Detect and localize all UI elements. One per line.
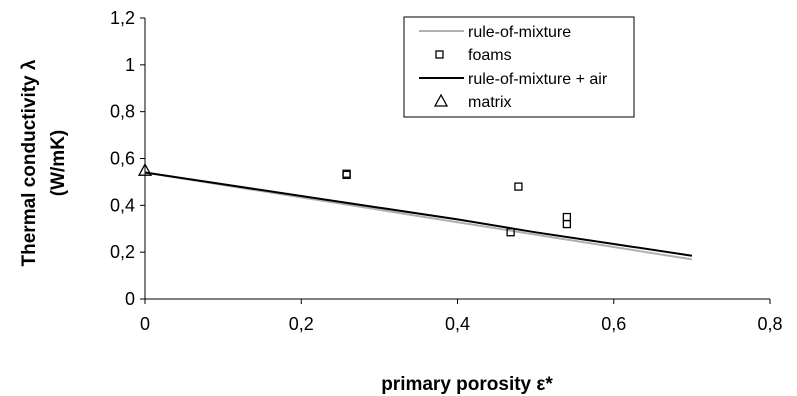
x-tick-label: 0,4 xyxy=(445,314,470,334)
y-axis-title-group: Thermal conductivity λ (W/mK) xyxy=(19,59,69,266)
axes xyxy=(140,17,771,304)
legend-swatch-matrix xyxy=(433,93,449,107)
y-tick-label: 1,2 xyxy=(110,8,135,28)
y-tick-label: 0,8 xyxy=(110,102,135,122)
legend-label-rule-of-mixture: rule-of-mixture xyxy=(468,24,571,41)
point-foams xyxy=(342,170,351,180)
y-tick-label: 0 xyxy=(125,289,135,309)
plot-area xyxy=(137,162,693,261)
legend-swatch-foams xyxy=(435,50,444,59)
y-tick-label: 0,4 xyxy=(110,195,135,215)
x-axis-title: primary porosity ε* xyxy=(381,374,553,395)
legend: rule-of-mixture foams rule-of-mixture + … xyxy=(403,16,635,118)
y-axis-title-line1: Thermal conductivity λ xyxy=(19,59,40,266)
series-line-rule-of-mixture-air xyxy=(144,171,693,257)
x-tick-label: 0 xyxy=(140,314,150,334)
legend-label-foams: foams xyxy=(468,47,512,64)
tick-labels: 0 0,2 0,4 0,6 0,8 1 1,2 0 0,2 0,4 0,6 0,8 xyxy=(110,8,783,334)
y-tick-label: 1 xyxy=(125,55,135,75)
legend-box xyxy=(403,16,635,118)
x-tick-label: 0,6 xyxy=(601,314,626,334)
point-foams xyxy=(514,182,523,191)
point-foams xyxy=(562,212,572,222)
legend-label-matrix: matrix xyxy=(468,94,512,111)
y-axis-title-line2: (W/mK) xyxy=(48,130,69,196)
x-tick-label: 0,8 xyxy=(757,314,782,334)
y-tick-label: 0,6 xyxy=(110,149,135,169)
point-matrix xyxy=(137,162,153,176)
point-foams xyxy=(562,219,572,229)
x-tick-label: 0,2 xyxy=(289,314,314,334)
legend-label-rule-of-mixture-air: rule-of-mixture + air xyxy=(468,71,608,88)
y-tick-label: 0,2 xyxy=(110,242,135,262)
